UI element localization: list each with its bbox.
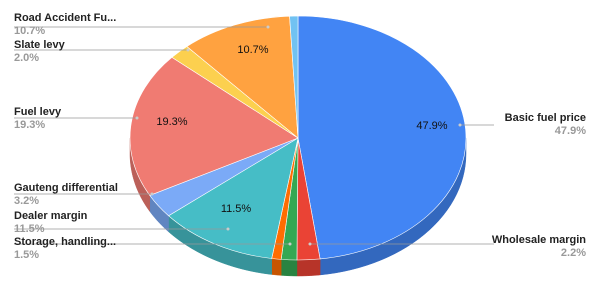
legend-label: Fuel levy [14, 106, 62, 118]
legend-label: Gauteng differential [14, 182, 118, 194]
leader-dot [150, 192, 154, 196]
legend-value: 19.3% [14, 119, 45, 131]
legend-label: Dealer margin [14, 210, 88, 222]
legend-value: 1.5% [14, 249, 39, 261]
legend-value: 3.2% [14, 195, 39, 207]
slice [289, 15, 299, 139]
legend-value: 2.2% [561, 247, 586, 259]
leader-dot [186, 48, 190, 52]
legend-label: Storage, handling... [14, 236, 116, 248]
slice-value-label: 19.3% [156, 116, 187, 128]
slice-side [271, 258, 282, 276]
slice [186, 15, 299, 139]
legend-value: 11.5% [14, 223, 45, 235]
slice-side [296, 258, 321, 277]
slice-value-label: 47.9% [416, 120, 447, 132]
leader-dot [458, 123, 462, 127]
slice-value-label: 10.7% [237, 44, 268, 56]
leader-dot [288, 242, 292, 246]
leader-dot [266, 25, 270, 29]
leader-dot [226, 227, 230, 231]
leader-dot [135, 116, 139, 120]
legend-label: Basic fuel price [505, 112, 586, 124]
slice-value-label: 11.5% [221, 203, 252, 215]
legend-value: 2.0% [14, 52, 39, 64]
legend-label: Wholesale margin [492, 234, 586, 246]
slice [129, 56, 299, 196]
legend-label: Road Accident Fu... [14, 12, 116, 24]
legend-value: 10.7% [14, 25, 45, 37]
legend-value: 47.9% [555, 125, 586, 137]
legend-label: Slate levy [14, 39, 66, 51]
leader-dot [308, 242, 312, 246]
slice [297, 15, 467, 260]
slice-side [280, 259, 298, 277]
